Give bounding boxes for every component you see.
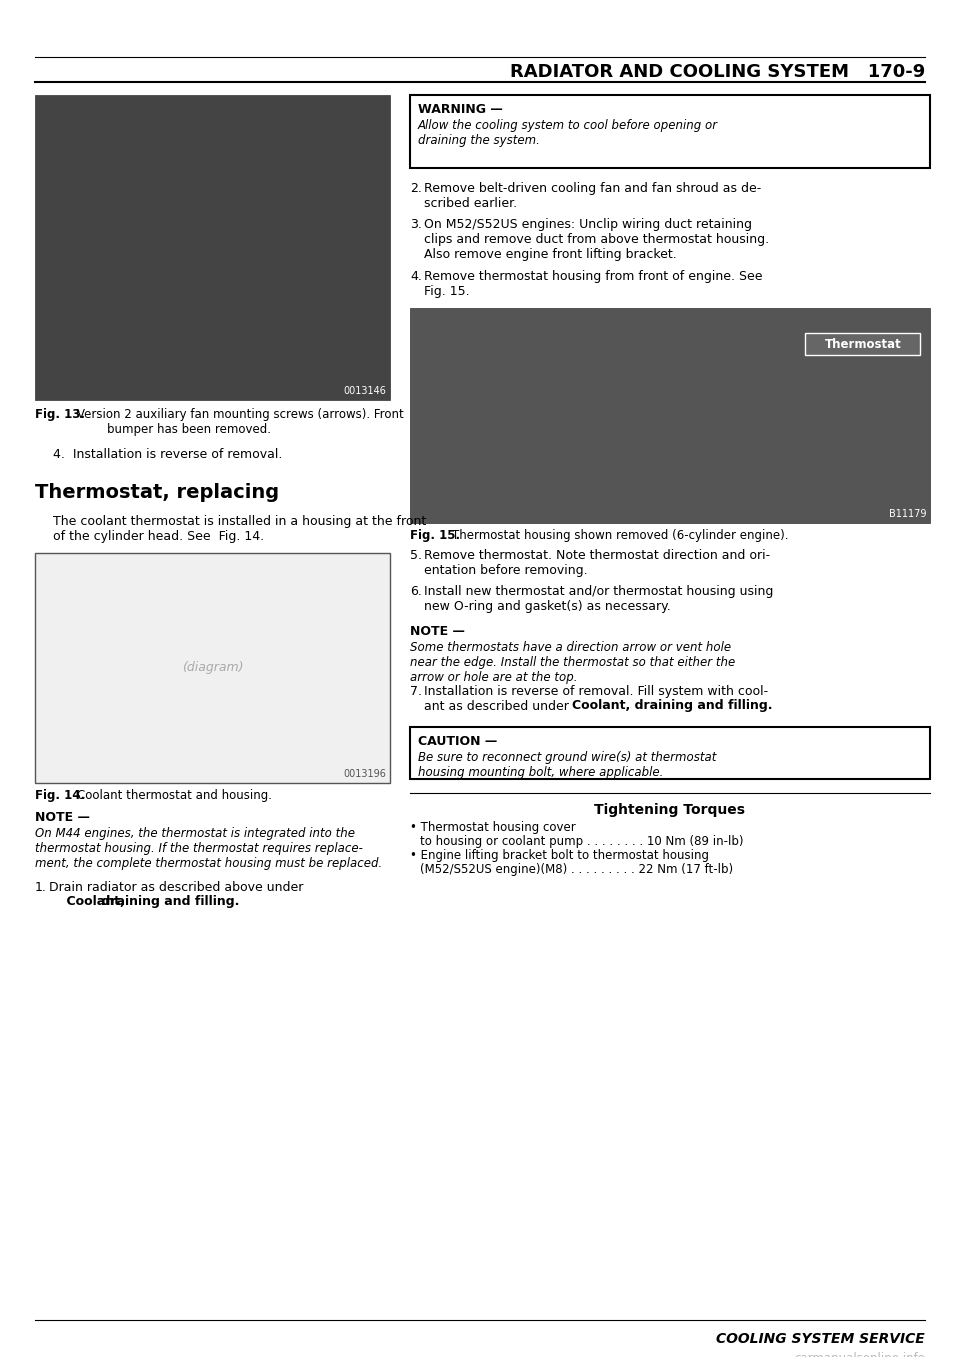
Text: Fig. 15.: Fig. 15.	[410, 529, 460, 541]
Text: 6.: 6.	[410, 585, 421, 598]
Text: On M44 engines, the thermostat is integrated into the
thermostat housing. If the: On M44 engines, the thermostat is integr…	[35, 826, 382, 870]
Text: Coolant, draining and filling.: Coolant, draining and filling.	[572, 699, 773, 712]
Bar	[35, 95, 390, 400]
Text: Fig. 14.: Fig. 14.	[35, 788, 85, 802]
Bar	[805, 332, 920, 356]
Text: 5.: 5.	[410, 550, 422, 562]
Bar	[410, 727, 930, 779]
Text: Drain radiator as described above under: Drain radiator as described above under	[49, 881, 307, 894]
Text: Coolant thermostat and housing.: Coolant thermostat and housing.	[77, 788, 272, 802]
Text: 4.: 4.	[410, 270, 421, 284]
Text: B11179: B11179	[889, 509, 926, 518]
Text: On M52/S52US engines: Unclip wiring duct retaining
clips and remove duct from ab: On M52/S52US engines: Unclip wiring duct…	[424, 218, 769, 261]
Text: Remove belt-driven cooling fan and fan shroud as de-
scribed earlier.: Remove belt-driven cooling fan and fan s…	[424, 182, 761, 210]
Text: • Engine lifting bracket bolt to thermostat housing: • Engine lifting bracket bolt to thermos…	[410, 849, 709, 862]
Bar	[410, 95, 930, 168]
Text: Thermostat housing shown removed (6-cylinder engine).: Thermostat housing shown removed (6-cyli…	[452, 529, 788, 541]
Text: draining and filling.: draining and filling.	[49, 896, 239, 908]
Text: NOTE —: NOTE —	[410, 626, 465, 638]
Text: 4.  Installation is reverse of removal.: 4. Installation is reverse of removal.	[53, 448, 282, 461]
Text: Remove thermostat. Note thermostat direction and ori-
entation before removing.: Remove thermostat. Note thermostat direc…	[424, 550, 770, 577]
Text: Allow the cooling system to cool before opening or
draining the system.: Allow the cooling system to cool before …	[418, 119, 718, 147]
Text: WARNING —: WARNING —	[418, 103, 503, 115]
Text: The coolant thermostat is installed in a housing at the front
of the cylinder he: The coolant thermostat is installed in a…	[53, 516, 426, 543]
Text: Installation is reverse of removal. Fill system with cool-
ant as described unde: Installation is reverse of removal. Fill…	[424, 685, 768, 712]
Text: NOTE —: NOTE —	[35, 811, 90, 824]
Bar	[410, 308, 930, 522]
Text: Thermostat, replacing: Thermostat, replacing	[35, 483, 279, 502]
Text: Fig. 13.: Fig. 13.	[35, 408, 85, 421]
Text: 2.: 2.	[410, 182, 421, 195]
Text: Some thermostats have a direction arrow or vent hole
near the edge. Install the : Some thermostats have a direction arrow …	[410, 641, 735, 684]
Text: COOLING SYSTEM SERVICE: COOLING SYSTEM SERVICE	[716, 1333, 925, 1346]
Text: (M52/S52US engine)(M8) . . . . . . . . . 22 Nm (17 ft-lb): (M52/S52US engine)(M8) . . . . . . . . .…	[420, 863, 733, 877]
Text: Be sure to reconnect ground wire(s) at thermostat
housing mounting bolt, where a: Be sure to reconnect ground wire(s) at t…	[418, 750, 716, 779]
Text: 7.: 7.	[410, 685, 422, 697]
Text: 3.: 3.	[410, 218, 421, 231]
Text: Thermostat: Thermostat	[825, 338, 901, 350]
Text: 0013146: 0013146	[343, 385, 386, 396]
Text: carmanualsonline.info: carmanualsonline.info	[794, 1352, 925, 1357]
Text: Remove thermostat housing from front of engine. See
Fig. 15.: Remove thermostat housing from front of …	[424, 270, 762, 299]
Text: Install new thermostat and/or thermostat housing using
new O-ring and gasket(s) : Install new thermostat and/or thermostat…	[424, 585, 774, 613]
Text: Version 2 auxiliary fan mounting screws (arrows). Front
        bumper has been : Version 2 auxiliary fan mounting screws …	[77, 408, 404, 436]
Text: Tightening Torques: Tightening Torques	[594, 803, 746, 817]
Text: 1.: 1.	[35, 881, 47, 894]
Text: • Thermostat housing cover: • Thermostat housing cover	[410, 821, 576, 835]
Text: 0013196: 0013196	[343, 769, 386, 779]
Text: CAUTION —: CAUTION —	[418, 735, 497, 748]
Text: to housing or coolant pump . . . . . . . . 10 Nm (89 in-lb): to housing or coolant pump . . . . . . .…	[420, 835, 743, 848]
Text: Coolant,: Coolant,	[49, 896, 125, 908]
Bar	[35, 554, 390, 783]
Text: (diagram): (diagram)	[181, 661, 243, 674]
Text: RADIATOR AND COOLING SYSTEM   170-9: RADIATOR AND COOLING SYSTEM 170-9	[510, 62, 925, 81]
